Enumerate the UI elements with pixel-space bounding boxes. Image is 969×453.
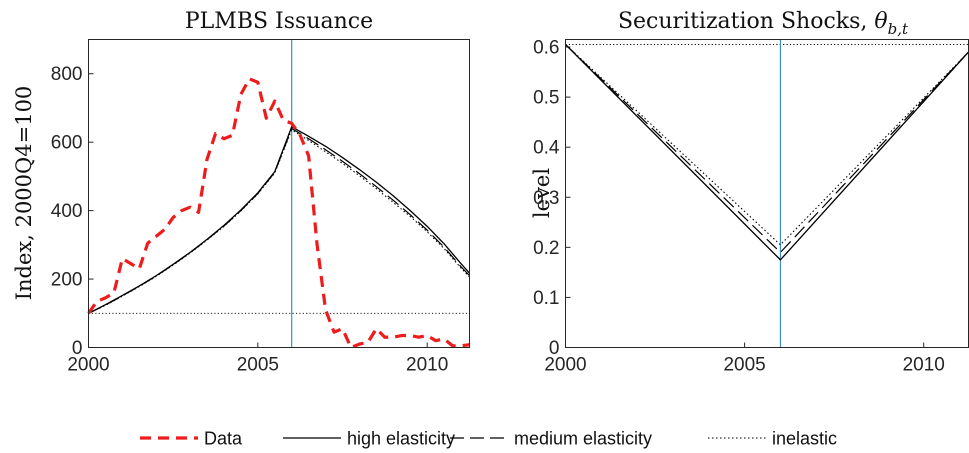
- y-axis-label: Index, 2000Q4=100: [12, 86, 36, 301]
- series-line-high-elasticity: [88, 126, 470, 314]
- series-line-medium-elasticity: [88, 127, 470, 314]
- x-tick-label: 2010: [406, 355, 448, 376]
- legend-label: inelastic: [772, 429, 837, 449]
- legend-label: Data: [204, 429, 243, 449]
- plmbs-issuance-chart: PLMBS Issuance Index, 2000Q4=100 2000 200…: [12, 9, 470, 376]
- legend-label: medium elasticity: [514, 429, 652, 449]
- y-tick-label: 0.1: [533, 288, 559, 309]
- x-tick-label: 2010: [903, 355, 945, 376]
- y-tick-label: 0: [549, 338, 560, 359]
- y-tick-label: 200: [51, 270, 83, 291]
- x-tick-label: 2000: [544, 355, 586, 376]
- legend: Data high elasticity medium elasticity inel…: [140, 429, 837, 449]
- y-tick-label: 0.6: [533, 38, 559, 59]
- y-tick-label: 0.4: [533, 138, 560, 159]
- chart-title: PLMBS Issuance: [185, 9, 373, 34]
- y-tick-label: 600: [51, 133, 83, 154]
- chart-title: Securitization Shocks, θb,t: [618, 9, 909, 38]
- y-tick-label: 0.3: [533, 188, 559, 209]
- y-tick-label: 0.2: [533, 238, 559, 259]
- series-line-inelastic: [565, 44, 969, 246]
- series-line-medium-elasticity: [565, 44, 969, 253]
- y-tick-label: 0.5: [533, 88, 559, 109]
- series-line-data: [87, 77, 470, 350]
- x-tick-label: 2005: [237, 355, 279, 376]
- securitization-shocks-chart: Securitization Shocks, θb,t level 2000 20…: [530, 9, 969, 376]
- plot-frame: [88, 39, 470, 348]
- y-tick-label: 400: [51, 201, 83, 222]
- legend-label: high elasticity: [347, 429, 455, 449]
- x-tick-label: 2000: [67, 355, 109, 376]
- series-line-high-elasticity: [565, 44, 969, 261]
- y-tick-label: 800: [51, 64, 83, 85]
- series-line-inelastic: [88, 129, 470, 314]
- x-tick-label: 2005: [723, 355, 765, 376]
- y-axis-label: level: [530, 168, 554, 218]
- y-tick-label: 0: [72, 338, 83, 359]
- plot-frame: [565, 39, 969, 348]
